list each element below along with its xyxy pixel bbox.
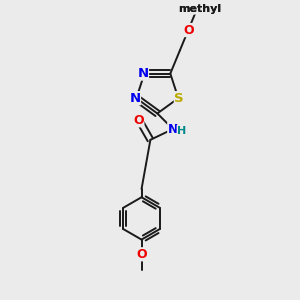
Text: O: O (133, 114, 144, 127)
Text: S: S (174, 92, 184, 105)
Text: N: N (137, 67, 148, 80)
Text: H: H (177, 125, 186, 136)
Text: O: O (136, 248, 147, 261)
Text: N: N (168, 122, 178, 136)
Text: methyl: methyl (178, 4, 221, 14)
Text: O: O (183, 24, 194, 37)
Text: N: N (129, 92, 140, 105)
Text: methyl: methyl (178, 4, 221, 14)
